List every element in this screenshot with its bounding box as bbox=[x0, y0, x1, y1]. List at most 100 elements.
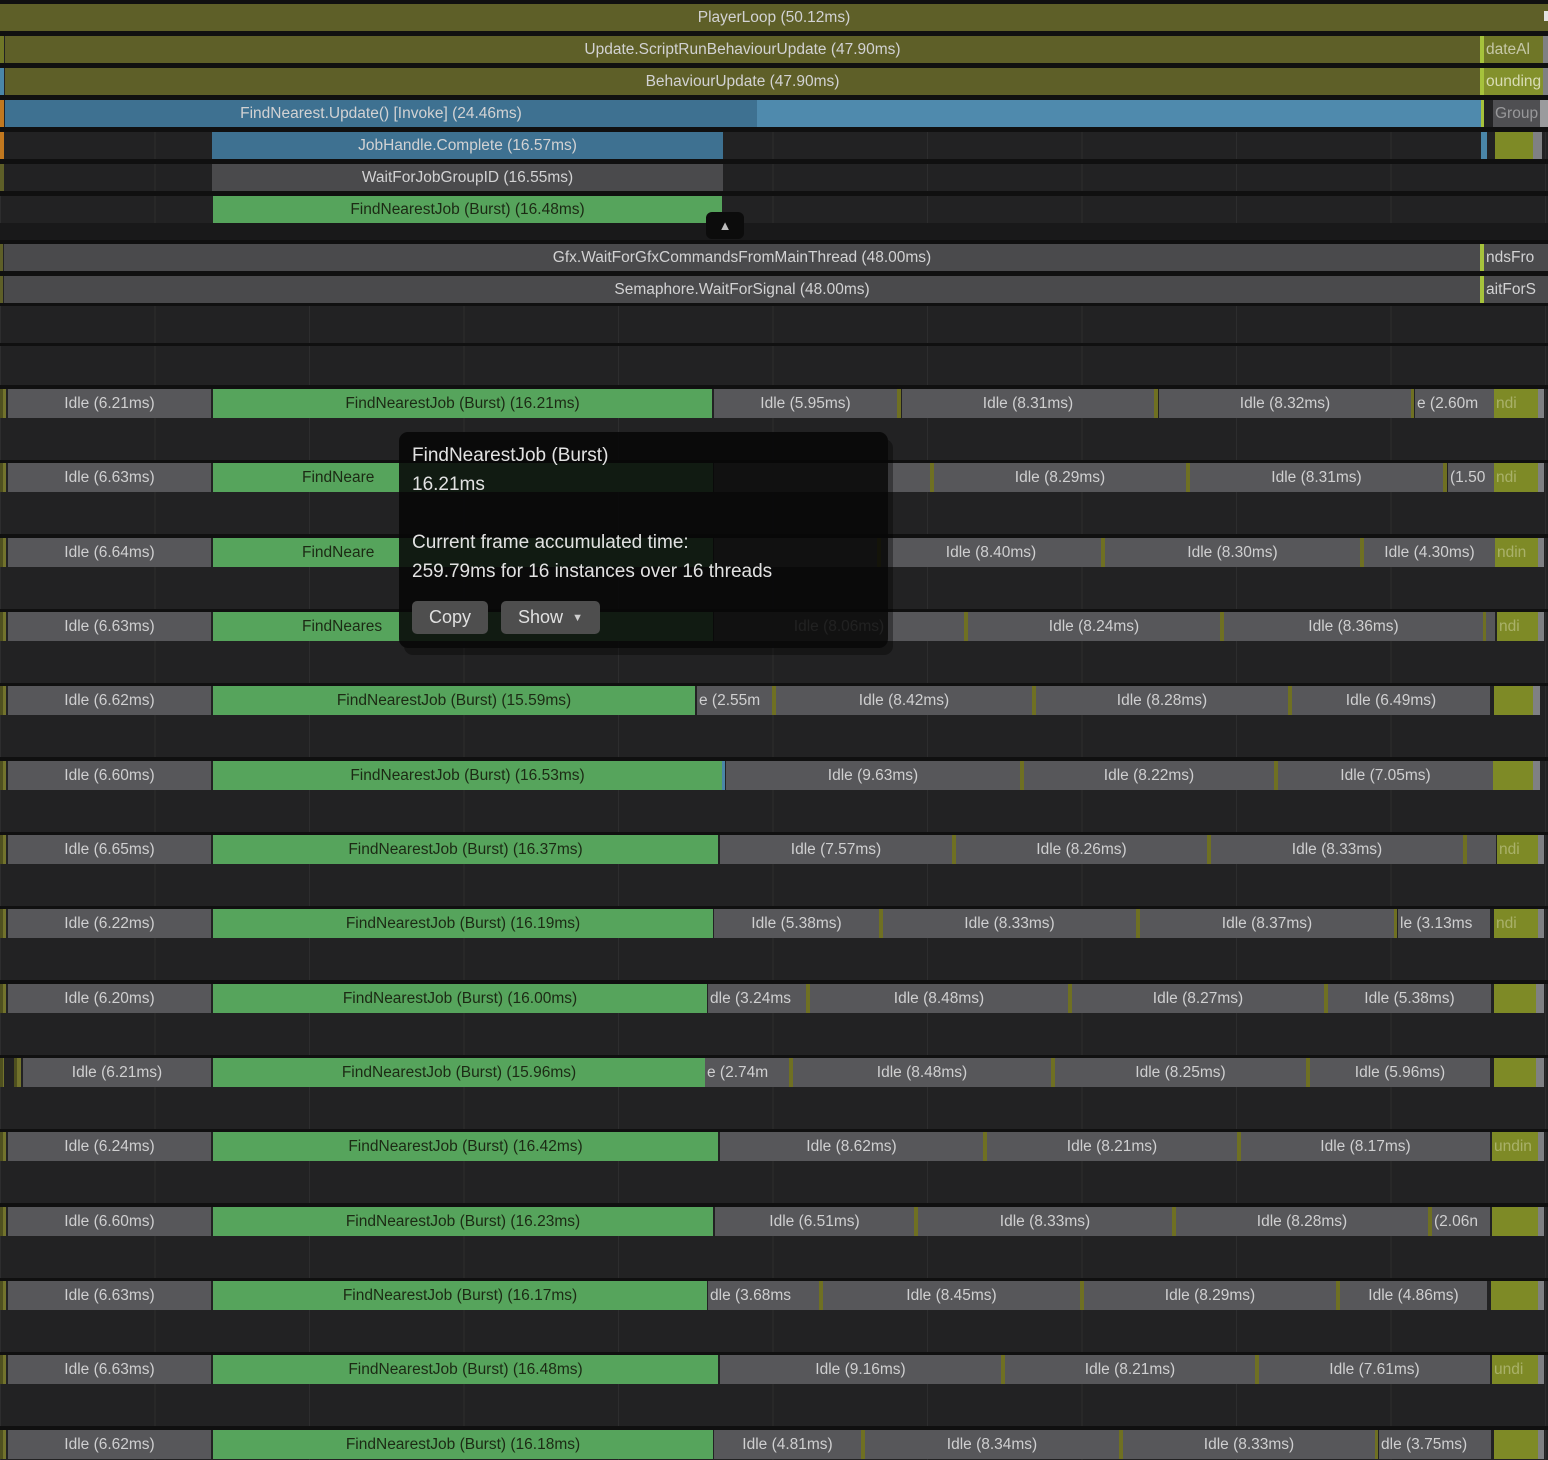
idle-sample-bar[interactable]: Idle (4.81ms) bbox=[714, 1430, 861, 1459]
wait-sample-bar[interactable]: aitForS bbox=[1484, 276, 1548, 303]
next-frame-sample-block[interactable]: dateAl bbox=[1484, 36, 1543, 63]
idle-sample-bar[interactable]: Idle (8.28ms) bbox=[1176, 1207, 1428, 1236]
next-frame-job-block[interactable]: ndi bbox=[1494, 463, 1538, 492]
job-sample-bar[interactable]: FindNearestJob (Burst) (16.17ms) bbox=[213, 1281, 707, 1310]
idle-sample-bar[interactable]: e (2.60m bbox=[1415, 389, 1494, 418]
idle-sample-bar[interactable]: Idle (8.26ms) bbox=[956, 835, 1207, 864]
idle-sample-bar[interactable]: Idle (5.38ms) bbox=[1328, 984, 1491, 1013]
idle-sample-bar[interactable]: Idle (6.63ms) bbox=[8, 463, 211, 492]
idle-sample-bar[interactable]: Idle (8.33ms) bbox=[1211, 835, 1463, 864]
job-sample-bar[interactable]: FindNearestJob (Burst) (16.37ms) bbox=[213, 835, 718, 864]
sample-bar-olive[interactable]: BehaviourUpdate (47.90ms) bbox=[5, 68, 1480, 95]
idle-sample-bar[interactable]: Idle (8.36ms) bbox=[1224, 612, 1483, 641]
idle-sample-bar[interactable]: Idle (8.21ms) bbox=[1005, 1355, 1255, 1384]
idle-sample-bar[interactable]: Idle (4.30ms) bbox=[1364, 538, 1495, 567]
idle-sample-bar[interactable]: Idle (6.22ms) bbox=[8, 909, 211, 938]
idle-sample-bar[interactable]: Idle (6.62ms) bbox=[8, 686, 211, 715]
job-sample-bar[interactable]: FindNearestJob (Burst) (15.96ms) bbox=[213, 1058, 705, 1087]
idle-sample-bar[interactable]: Idle (8.22ms) bbox=[1024, 761, 1274, 790]
job-sample-bar[interactable]: FindNearestJob (Burst) (16.00ms) bbox=[213, 984, 707, 1013]
idle-sample-bar[interactable]: le (3.13ms bbox=[1398, 909, 1490, 938]
idle-sample-bar[interactable]: Idle (8.33ms) bbox=[1123, 1430, 1375, 1459]
idle-sample-bar[interactable]: Idle (8.45ms) bbox=[823, 1281, 1080, 1310]
wait-sample-bar[interactable]: Gfx.WaitForGfxCommandsFromMainThread (48… bbox=[4, 244, 1480, 271]
idle-sample-bar[interactable]: Idle (5.96ms) bbox=[1310, 1058, 1490, 1087]
idle-sample-bar[interactable]: (1.50 bbox=[1448, 463, 1494, 492]
idle-sample-bar[interactable]: Idle (8.37ms) bbox=[1140, 909, 1394, 938]
idle-sample-bar[interactable]: Idle (8.42ms) bbox=[776, 686, 1032, 715]
idle-sample-bar[interactable]: Idle (8.29ms) bbox=[1084, 1281, 1336, 1310]
job-sample-bar[interactable]: FindNearestJob (Burst) (16.48ms) bbox=[213, 196, 722, 223]
next-frame-sample-block[interactable]: ounding bbox=[1484, 68, 1543, 95]
idle-sample-bar[interactable]: Idle (4.86ms) bbox=[1340, 1281, 1487, 1310]
next-frame-job-block[interactable]: ndi bbox=[1497, 835, 1538, 864]
idle-sample-bar[interactable]: Idle (8.30ms) bbox=[1105, 538, 1360, 567]
job-sample-bar[interactable]: FindNearestJob (Burst) (16.19ms) bbox=[213, 909, 713, 938]
scrollbar-nub[interactable] bbox=[1544, 11, 1548, 21]
idle-sample-bar[interactable]: Idle (6.21ms) bbox=[23, 1058, 211, 1087]
job-sample-bar[interactable]: FindNearestJob (Burst) (16.53ms) bbox=[213, 761, 722, 790]
idle-sample-bar[interactable]: dle (3.75ms) bbox=[1379, 1430, 1491, 1459]
idle-sample-bar[interactable]: Idle (8.25ms) bbox=[1055, 1058, 1306, 1087]
idle-sample-bar[interactable]: Idle (8.31ms) bbox=[1190, 463, 1443, 492]
next-frame-sample-block[interactable]: Group bbox=[1493, 100, 1540, 127]
idle-sample-bar[interactable]: Idle (8.40ms) bbox=[881, 538, 1101, 567]
idle-sample-bar[interactable]: Idle (5.95ms) bbox=[714, 389, 897, 418]
idle-sample-bar[interactable]: e (2.74m bbox=[705, 1058, 789, 1087]
idle-sample-bar[interactable]: Idle (9.63ms) bbox=[726, 761, 1020, 790]
idle-sample-bar[interactable]: dle (3.68ms bbox=[708, 1281, 819, 1310]
idle-sample-bar[interactable]: Idle (7.57ms) bbox=[720, 835, 952, 864]
idle-sample-bar[interactable]: Idle (8.17ms) bbox=[1241, 1132, 1490, 1161]
idle-sample-bar[interactable]: (2.06n bbox=[1432, 1207, 1490, 1236]
job-sample-bar[interactable]: FindNearestJob (Burst) (15.59ms) bbox=[213, 686, 695, 715]
idle-sample-bar[interactable]: Idle (6.51ms) bbox=[715, 1207, 914, 1236]
job-sample-bar[interactable]: FindNearestJob (Burst) (16.23ms) bbox=[213, 1207, 713, 1236]
idle-sample-bar[interactable]: Idle (8.28ms) bbox=[1036, 686, 1288, 715]
idle-sample-bar[interactable]: Idle (9.16ms) bbox=[720, 1355, 1001, 1384]
idle-sample-bar[interactable]: Idle (6.60ms) bbox=[8, 1207, 211, 1236]
idle-sample-bar[interactable]: Idle (6.49ms) bbox=[1292, 686, 1490, 715]
idle-sample-bar[interactable]: Idle (6.20ms) bbox=[8, 984, 211, 1013]
next-frame-job-block[interactable]: undin bbox=[1492, 1132, 1538, 1161]
idle-sample-bar[interactable]: Idle (8.27ms) bbox=[1072, 984, 1324, 1013]
job-sample-bar[interactable]: FindNearestJob (Burst) (16.21ms) bbox=[213, 389, 712, 418]
idle-sample-bar[interactable]: Idle (6.62ms) bbox=[8, 1430, 211, 1459]
collapse-sample-button[interactable]: ▲ bbox=[706, 212, 744, 239]
idle-sample-bar[interactable]: Idle (8.32ms) bbox=[1159, 389, 1411, 418]
idle-sample-bar[interactable]: Idle (6.63ms) bbox=[8, 1355, 211, 1384]
idle-sample-bar[interactable]: e (2.55m bbox=[697, 686, 772, 715]
idle-sample-bar[interactable]: Idle (6.64ms) bbox=[8, 538, 211, 567]
wait-sample-bar[interactable]: WaitForJobGroupID (16.55ms) bbox=[212, 164, 723, 191]
idle-sample-bar[interactable]: Idle (8.62ms) bbox=[720, 1132, 983, 1161]
idle-sample-bar[interactable]: Idle (7.61ms) bbox=[1259, 1355, 1490, 1384]
idle-sample-bar[interactable]: Idle (8.48ms) bbox=[793, 1058, 1051, 1087]
job-sample-bar[interactable]: FindNearestJob (Burst) (16.48ms) bbox=[213, 1355, 718, 1384]
idle-sample-bar[interactable]: Idle (5.38ms) bbox=[714, 909, 879, 938]
idle-sample-bar[interactable]: Idle (6.63ms) bbox=[8, 1281, 211, 1310]
job-sample-bar[interactable]: FindNearestJob (Burst) (16.42ms) bbox=[213, 1132, 718, 1161]
next-frame-job-block[interactable]: undi bbox=[1492, 1355, 1538, 1384]
idle-sample-bar[interactable]: Idle (6.60ms) bbox=[8, 761, 211, 790]
idle-sample-bar[interactable]: Idle (8.31ms) bbox=[902, 389, 1154, 418]
idle-sample-bar[interactable]: Idle (8.33ms) bbox=[918, 1207, 1172, 1236]
idle-sample-bar[interactable]: Idle (6.63ms) bbox=[8, 612, 211, 641]
sample-bar-blue[interactable]: JobHandle.Complete (16.57ms) bbox=[212, 132, 723, 159]
idle-sample-bar[interactable]: Idle (6.65ms) bbox=[8, 835, 211, 864]
next-frame-job-block[interactable]: ndin bbox=[1495, 538, 1538, 567]
idle-sample-bar[interactable]: Idle (8.21ms) bbox=[987, 1132, 1237, 1161]
idle-sample-bar[interactable]: Idle (8.29ms) bbox=[934, 463, 1186, 492]
idle-sample-bar[interactable]: Idle (8.33ms) bbox=[883, 909, 1136, 938]
show-dropdown-button[interactable]: Show ▼ bbox=[501, 601, 600, 634]
idle-sample-bar[interactable]: Idle (7.05ms) bbox=[1278, 761, 1493, 790]
next-frame-job-block[interactable]: ndi bbox=[1494, 909, 1538, 938]
idle-sample-bar[interactable]: Idle (8.24ms) bbox=[968, 612, 1220, 641]
idle-sample-bar[interactable]: dle (3.24ms bbox=[708, 984, 806, 1013]
wait-sample-bar[interactable]: Semaphore.WaitForSignal (48.00ms) bbox=[4, 276, 1480, 303]
sample-bar-blue[interactable]: FindNearest.Update() [Invoke] (24.46ms) bbox=[5, 100, 757, 127]
copy-button[interactable]: Copy bbox=[412, 601, 489, 634]
idle-sample-bar[interactable]: Idle (6.24ms) bbox=[8, 1132, 211, 1161]
sample-bar-olive[interactable]: Update.ScriptRunBehaviourUpdate (47.90ms… bbox=[5, 36, 1480, 63]
sample-bar-olive[interactable]: PlayerLoop (50.12ms) bbox=[0, 4, 1548, 31]
wait-sample-bar[interactable]: ndsFro bbox=[1484, 244, 1548, 271]
next-frame-job-block[interactable]: ndi bbox=[1497, 612, 1538, 641]
